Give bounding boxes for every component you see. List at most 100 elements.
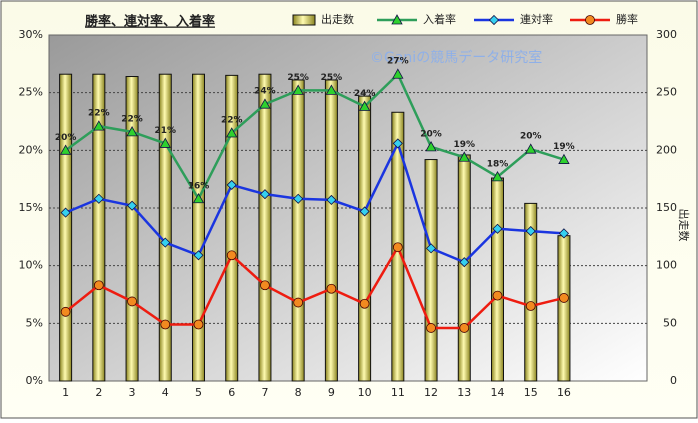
x-tick-label: 7 [261, 386, 268, 399]
y2-tick-label: 200 [656, 143, 677, 156]
x-tick-label: 5 [195, 386, 202, 399]
y2-tick-label: 300 [656, 28, 677, 41]
marker [458, 151, 470, 162]
marker [392, 242, 403, 253]
marker [558, 153, 570, 164]
data-label: 21% [155, 126, 177, 136]
marker [525, 143, 537, 154]
marker [259, 98, 271, 109]
plot-area [48, 34, 648, 382]
y-tick-label: 25% [19, 86, 43, 99]
x-tick-label: 11 [391, 386, 405, 399]
y2-tick-label: 250 [656, 86, 677, 99]
data-label: 24% [354, 89, 376, 99]
bar [192, 73, 205, 382]
x-tick-label: 4 [162, 386, 169, 399]
x-tick-label: 13 [457, 386, 471, 399]
marker [293, 193, 304, 204]
marker [160, 319, 171, 330]
y-tick-label: 10% [19, 259, 43, 272]
marker [326, 283, 337, 294]
marker [325, 84, 338, 95]
marker [426, 323, 436, 333]
legend-label: 勝率 [616, 12, 638, 26]
marker [459, 257, 470, 268]
bar [524, 202, 538, 382]
marker [93, 280, 104, 291]
y2-tick-label: 0 [670, 374, 677, 387]
marker [193, 250, 204, 261]
marker [127, 296, 137, 307]
x-tick-label: 16 [557, 386, 571, 399]
marker [525, 226, 536, 237]
x-tick-label: 10 [358, 386, 372, 399]
y-tick-label: 20% [19, 143, 43, 156]
legend-label: 入着率 [423, 12, 456, 26]
marker [93, 120, 105, 131]
marker [459, 323, 470, 333]
x-tick-label: 8 [295, 386, 302, 399]
bar [225, 74, 239, 382]
y2-axis-label: 出走数 [677, 209, 691, 242]
marker [425, 141, 437, 152]
legend-label: 連対率 [520, 12, 553, 26]
data-label: 22% [221, 116, 243, 126]
marker [425, 243, 437, 254]
marker [60, 306, 71, 317]
bar [92, 73, 106, 382]
data-label: 20% [420, 129, 442, 139]
marker [260, 280, 270, 291]
marker [259, 189, 271, 200]
line [65, 140, 565, 264]
marker [525, 301, 536, 311]
bar [424, 159, 438, 382]
marker [358, 100, 371, 111]
data-label: 19% [553, 142, 575, 152]
bar [59, 73, 73, 382]
y-tick-label: 0% [26, 374, 43, 387]
marker [359, 206, 370, 217]
marker [359, 298, 370, 309]
data-label: 22% [88, 109, 110, 119]
bar [457, 154, 471, 382]
marker [488, 14, 500, 26]
line [64, 244, 565, 330]
marker [226, 250, 237, 261]
x-tick-label: 6 [228, 386, 235, 399]
data-label: 25% [321, 73, 343, 83]
x-tick-label: 14 [491, 386, 505, 399]
line [64, 72, 565, 202]
marker [126, 126, 138, 137]
data-label: 18% [487, 159, 509, 169]
data-label: 20% [55, 133, 77, 143]
data-label: 20% [520, 132, 542, 142]
data-label: 22% [121, 114, 143, 124]
x-tick-label: 2 [95, 386, 102, 399]
marker [293, 297, 304, 308]
marker [226, 179, 237, 190]
marker [192, 192, 205, 204]
y2-tick-label: 50 [663, 316, 677, 329]
data-label: 19% [454, 140, 476, 150]
marker [392, 68, 404, 79]
watermark: ©Ganiの競馬データ研究室 [370, 49, 542, 66]
y-tick-label: 30% [19, 28, 43, 41]
x-tick-label: 9 [328, 386, 335, 399]
bar [324, 79, 338, 382]
bar [258, 73, 272, 382]
marker [226, 127, 238, 138]
marker [585, 15, 595, 25]
y-tick-label: 15% [19, 201, 43, 214]
data-label: 16% [188, 181, 210, 191]
marker [326, 194, 337, 205]
chart-title: 勝率、連対率、入着率 [85, 14, 215, 30]
marker [559, 293, 569, 303]
legend-label: 出走数 [321, 12, 354, 26]
marker [292, 84, 304, 95]
bar [491, 177, 504, 382]
marker [392, 138, 403, 149]
marker [160, 237, 171, 248]
marker [492, 290, 503, 301]
marker [93, 193, 104, 204]
